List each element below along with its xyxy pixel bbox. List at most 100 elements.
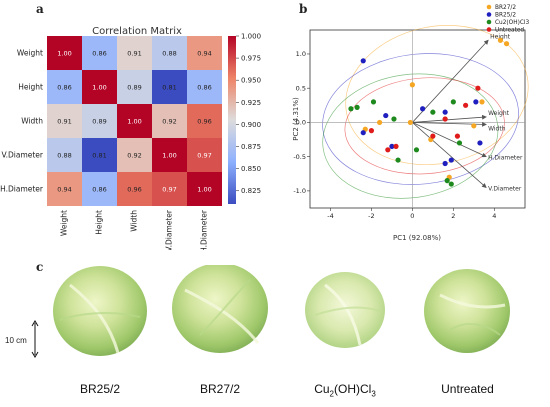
heatmap-value-label: 0.96 [197, 118, 211, 126]
scatter-point [503, 41, 510, 47]
heatmap-cell [152, 138, 187, 172]
cabbage-photo-cu2ohcl3 [305, 272, 385, 348]
scatter-point [395, 157, 401, 163]
scatter-point [413, 147, 420, 153]
panel-letter-b: b [299, 2, 308, 16]
x-tick-label: -4 [327, 212, 333, 220]
colorbar-tick-label: 0.925 [241, 99, 261, 107]
caption-untreated: Untreated [441, 382, 494, 396]
scatter-point [389, 143, 395, 149]
cabbage-photo-untreated [424, 269, 510, 353]
heatmap-cell [152, 104, 187, 138]
heatmap-title: Correlation Matrix [92, 26, 182, 37]
scatter-point [456, 140, 463, 146]
heatmap-value-label: 1.00 [197, 186, 211, 194]
heatmap-value-label: 0.94 [197, 50, 211, 58]
scatter-point [442, 116, 448, 122]
scatter-point [471, 123, 477, 129]
heatmap-value-label: 0.89 [92, 118, 106, 126]
heatmap-cell [117, 138, 152, 172]
heatmap-cell [117, 36, 152, 70]
loading-label: Height [490, 33, 510, 40]
colorbar-tick-label: 0.975 [241, 55, 261, 63]
scatter-point [454, 133, 461, 139]
heatmap-cell [117, 70, 152, 104]
loading-label: Width [488, 125, 506, 132]
colorbar-tick-label: 0.900 [241, 121, 261, 129]
heatmap-cell [117, 104, 152, 138]
scatter-point [348, 106, 354, 112]
plot-frame [309, 29, 526, 209]
scatter-point [391, 116, 397, 122]
heatmap-row-label: Width [21, 117, 43, 126]
heatmap-col-label: H.Diameter [200, 209, 209, 250]
heatmap-value-label: 1.00 [92, 84, 106, 92]
heatmap-cell [187, 138, 222, 172]
heatmap-cell [187, 70, 222, 104]
heatmap-value-label: 1.00 [127, 118, 141, 126]
scatter-point [444, 178, 450, 184]
caption-cu2ohcl3: Cu2(OH)Cl3 [314, 382, 376, 399]
y-tick-label: -1.0 [293, 187, 306, 195]
scatter-point [377, 119, 383, 126]
photo-panel: 10 cm BR25/2 BR27/2 Cu2(OH)Cl3 Untreated [0, 265, 550, 407]
colorbar-tick-label: 0.825 [241, 187, 261, 195]
legend-label: Cu2(OH)Cl3 [495, 20, 530, 26]
heatmap-value-label: 0.96 [127, 186, 141, 194]
heatmap-cell [82, 138, 117, 172]
heatmap-value-label: 0.97 [197, 152, 211, 160]
scatter-point [370, 99, 377, 105]
heatmap-cell [82, 70, 117, 104]
pca-biplot: Height Weight Width H.Diameter V.Diameter -4… [292, 4, 530, 242]
loading-arrow [412, 122, 487, 158]
scatter-point [473, 99, 479, 105]
loading-label: Weight [488, 110, 510, 117]
scatter-point [448, 181, 454, 187]
scatter-point [497, 37, 504, 43]
scatter-point [420, 106, 426, 112]
heatmap-cell [47, 70, 82, 104]
heatmap-col-label: Width [130, 210, 139, 232]
heatmap-cell [187, 104, 222, 138]
loading-label: H.Diameter [488, 155, 523, 162]
panel-letter-c: c [36, 260, 44, 274]
scatter-point [450, 99, 456, 105]
heatmap-value-label: 0.81 [162, 84, 176, 92]
cabbage-photo-br27 [172, 265, 268, 353]
heatmap-value-label: 0.91 [57, 118, 71, 126]
heatmap-cell [82, 36, 117, 70]
legend-label: BR27/2 [495, 5, 516, 11]
heatmap-value-label: 0.86 [92, 186, 106, 194]
scatter-point [354, 104, 360, 110]
scatter-point [442, 109, 448, 115]
caption-br25: BR25/2 [79, 382, 121, 396]
heatmap-cell [47, 36, 82, 70]
scatter-point [475, 85, 481, 91]
heatmap-cell [47, 138, 82, 172]
scatter-point [442, 160, 448, 167]
heatmap-value-label: 0.92 [162, 118, 176, 126]
correlation-heatmap: Correlation Matrix 1.00 0.86 0.91 0.88 0.94 0… [0, 26, 261, 250]
colorbar-tick-label: 0.950 [241, 77, 261, 85]
scatter-point [409, 82, 415, 88]
scatter-point [407, 119, 413, 126]
heatmap-cell [187, 36, 222, 70]
heatmap-row-label: H.Diameter [0, 185, 44, 194]
heatmap-col-label: Weight [60, 210, 69, 236]
loading-label: V.Diameter [488, 185, 522, 192]
confidence-ellipse [344, 77, 505, 175]
scatter-point [393, 143, 399, 149]
legend-marker [486, 4, 492, 10]
scatter-point [477, 140, 483, 146]
x-axis-label: PC1 (92.08%) [393, 234, 441, 242]
heatmap-cell [152, 172, 187, 206]
scatter-point [360, 130, 366, 136]
scatter-point [479, 99, 485, 105]
scatter-point [385, 147, 391, 153]
legend-marker [486, 19, 492, 25]
x-tick-label: 2 [451, 212, 455, 220]
heatmap-cell [47, 104, 82, 138]
confidence-ellipse [322, 53, 519, 185]
heatmap-value-label: 0.86 [92, 50, 106, 58]
y-axis-label: PC2 (4.31%) [292, 97, 300, 141]
